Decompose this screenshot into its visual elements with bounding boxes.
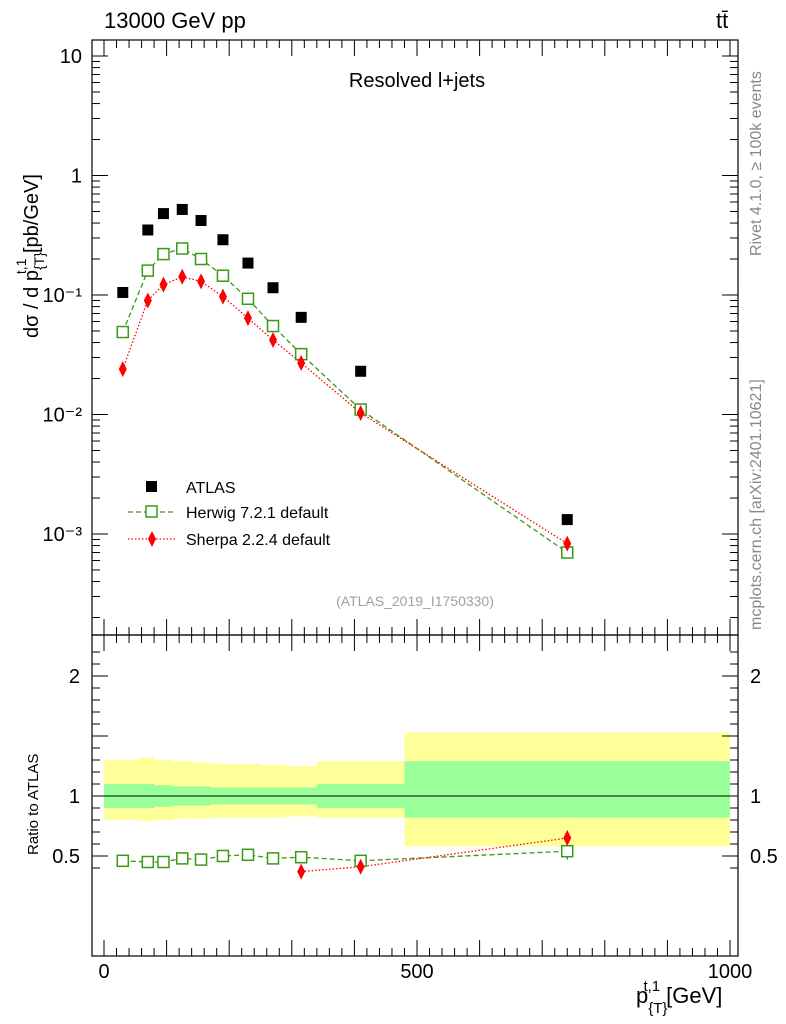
herwig-ratio-point-2	[157, 855, 170, 869]
herwig-point-1	[141, 264, 155, 277]
legend-entry-sherpa: Sherpa 2.2.4 default	[128, 531, 331, 549]
sherpa-point-8	[297, 354, 306, 371]
legend: ATLAS Herwig 7.2.1 default Sherpa 2.2.4 …	[128, 480, 331, 549]
ratio-ylabel: Ratio to ATLAS	[25, 754, 42, 855]
legend-label-herwig: Herwig 7.2.1 default	[186, 505, 329, 522]
herwig-point-4	[194, 252, 208, 266]
ratio-ytick-label-right-1: 1	[750, 786, 761, 808]
svg-text:dσ / d p{T}t,1 [pb/GeV]: dσ / d p{T}t,1 [pb/GeV]	[13, 174, 47, 338]
ratio-uncertainty-bands	[92, 732, 738, 847]
sherpa-point-7	[269, 332, 278, 349]
main-title: Resolved l+jets	[349, 70, 485, 92]
herwig-point-6	[241, 292, 255, 306]
legend-marker-herwig	[145, 505, 158, 518]
collision-label: 13000 GeV pp	[104, 8, 246, 33]
herwig-ratio-line	[122, 850, 568, 863]
herwig-point-5	[216, 269, 230, 282]
xtick-label-1: 500	[400, 961, 433, 983]
atlas-point-7	[267, 282, 279, 294]
atlas-point-4	[195, 215, 207, 227]
sherpa-point-9	[356, 404, 365, 421]
xtick-label-0: 0	[98, 961, 109, 983]
atlas-point-0	[117, 286, 129, 298]
herwig-point-3	[176, 242, 189, 255]
sherpa-point-2	[159, 276, 168, 293]
main-series-markers	[116, 203, 574, 559]
main-ytick-label-1: 1	[71, 166, 82, 188]
sherpa-point-5	[218, 288, 227, 305]
ratio-series-markers	[116, 830, 574, 880]
mcplots-label: mcplots.cern.ch [arXiv:2401.10621]	[748, 379, 765, 630]
atlas-point-9	[355, 365, 367, 377]
sherpa-ratio-point-1	[356, 858, 365, 875]
atlas-point-3	[176, 203, 188, 215]
herwig-ratio-point-0	[116, 854, 130, 868]
legend-entry-herwig: Herwig 7.2.1 default	[128, 505, 329, 522]
atlas-point-10	[561, 514, 573, 526]
sherpa-point-1	[143, 292, 152, 309]
ratio-ytick-label-left-0: 0.5	[52, 846, 80, 868]
main-ylabel: dσ / d p{T}t,1 [pb/GeV]	[13, 174, 47, 338]
sherpa-point-3	[178, 268, 187, 285]
herwig-ratio-point-8	[294, 850, 308, 864]
herwig-ratio-point-6	[241, 848, 255, 862]
main-ytick-label-3: 10⁻²	[43, 405, 83, 427]
herwig-point-0	[116, 325, 130, 339]
main-axes: 10 1 10⁻¹ 10⁻² 10⁻³	[43, 39, 739, 636]
legend-marker-atlas	[146, 481, 157, 492]
legend-label-sherpa: Sherpa 2.2.4 default	[186, 532, 331, 549]
sherpa-point-0	[118, 361, 127, 378]
sherpa-ratio-point-2	[563, 830, 572, 846]
ratio-axes: 0.5 0.5 1 1 2 2 0 500 1000	[52, 634, 778, 983]
ratio-ytick-label-right-0: 0.5	[750, 846, 778, 868]
atlas-point-8	[295, 311, 307, 323]
herwig-point-2	[157, 247, 170, 261]
legend-entry-atlas: ATLAS	[146, 480, 236, 497]
main-ytick-label-0: 10	[60, 46, 82, 68]
herwig-ratio-point-3	[176, 852, 189, 865]
main-ytick-label-4: 10⁻³	[43, 524, 83, 546]
rivet-label: Rivet 4.1.0, ≥ 100k events	[748, 71, 765, 256]
herwig-ratio-point-7	[266, 852, 280, 865]
ratio-ytick-label-right-2: 2	[750, 666, 761, 688]
ratio-ytick-label-left-2: 2	[69, 666, 80, 688]
svg-text:p{T}t,1[GeV]: p{T}t,1 [GeV]	[636, 978, 722, 1017]
watermark: (ATLAS_2019_I1750330)	[336, 593, 494, 609]
herwig-point-7	[266, 319, 280, 333]
xtick-label-2: 1000	[708, 961, 753, 983]
inner-band-bin-10	[404, 761, 730, 818]
process-label: tt̄	[716, 8, 728, 33]
atlas-point-5	[217, 234, 229, 246]
sherpa-point-4	[197, 273, 206, 290]
sherpa-ratio-point-0	[297, 863, 306, 880]
ratio-ytick-label-left-1: 1	[69, 786, 80, 808]
legend-label-atlas: ATLAS	[186, 480, 236, 497]
sherpa-point-10	[563, 535, 572, 552]
sherpa-point-6	[243, 310, 252, 327]
herwig-ratio-point-5	[216, 849, 230, 863]
herwig-ratio-point-1	[141, 855, 155, 869]
main-ytick-label-2: 10⁻¹	[43, 285, 83, 307]
atlas-point-2	[157, 208, 169, 220]
atlas-point-1	[142, 224, 154, 236]
atlas-point-6	[242, 257, 254, 269]
xlabel: p{T}t,1 [GeV]	[636, 978, 722, 1017]
herwig-ratio-point-10	[560, 844, 574, 858]
sherpa-line	[122, 276, 568, 545]
legend-marker-sherpa	[148, 531, 156, 547]
herwig-ratio-point-4	[194, 853, 208, 866]
